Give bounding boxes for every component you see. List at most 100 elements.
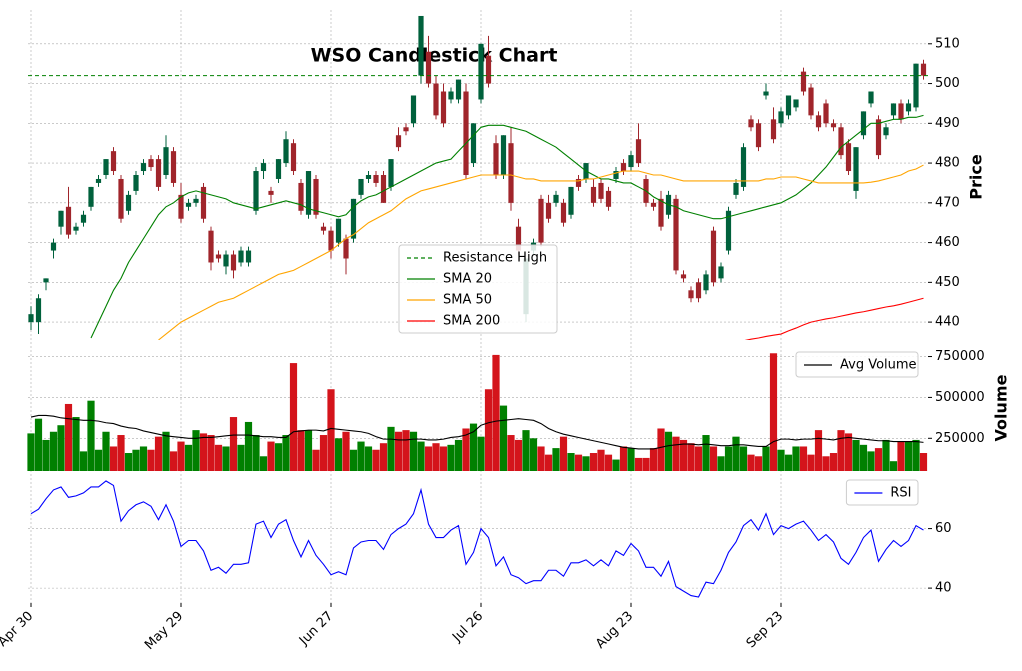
candle-body (253, 171, 259, 211)
volume-bar (402, 430, 410, 471)
y-tick-label: 250000 (935, 431, 985, 446)
x-tick-label: Jun 27 (296, 609, 336, 649)
y-axis-label: Volume (992, 374, 1011, 441)
candle-body (538, 198, 544, 243)
candle-body (568, 186, 574, 215)
y-tick-label: 470 (935, 195, 960, 210)
candle-body (815, 115, 822, 128)
legend: RSI (845, 479, 919, 506)
volume-bar (897, 441, 905, 471)
volume-bar (874, 448, 883, 471)
volume-bar (687, 443, 695, 471)
candle-body (703, 274, 709, 291)
candle-body (808, 87, 814, 116)
volume-bar (64, 403, 73, 471)
candle-body (770, 119, 777, 140)
legend: Avg Volume (795, 351, 919, 378)
candle-body (320, 226, 327, 231)
candle-body (28, 314, 34, 323)
volume-bar (702, 435, 710, 471)
volume-bar (837, 430, 845, 471)
candle-body (913, 63, 919, 108)
volume-bar (394, 431, 403, 471)
volume-bar (822, 456, 830, 471)
legend-label: Avg Volume (840, 358, 917, 373)
candle-body (133, 175, 139, 191)
candle-body (853, 147, 859, 191)
candle-body (245, 250, 252, 263)
volume-bar (574, 454, 583, 471)
candle-body (688, 290, 694, 299)
volume-bar (769, 353, 778, 471)
candle-body (343, 238, 349, 259)
volume-bar (357, 441, 365, 471)
volume-bar (829, 453, 838, 471)
candle-body (170, 151, 177, 183)
volume-bar (537, 446, 545, 471)
y-tick-label: 460 (935, 235, 960, 250)
volume-bar (117, 435, 125, 471)
y-tick-label: 750000 (935, 349, 985, 364)
candle-body (860, 111, 867, 136)
candle-body (898, 103, 904, 120)
volume-bar (439, 446, 448, 471)
volume-bar (379, 443, 388, 471)
volume-bar (657, 428, 665, 471)
candle-body (433, 83, 439, 116)
candle-body (710, 230, 717, 283)
candle-body (823, 103, 829, 124)
volume-bar (514, 439, 523, 471)
volume-bar (529, 438, 538, 471)
volume-bar (859, 444, 868, 471)
volume-bar (229, 417, 238, 471)
legend-label: SMA 50 (443, 293, 492, 308)
candle-body (410, 95, 417, 124)
candle-body (920, 63, 927, 76)
volume-bar (297, 430, 305, 471)
volume-bar (342, 431, 350, 471)
volume-bar (612, 459, 620, 471)
volume-bar (72, 417, 80, 471)
candle-body (88, 186, 94, 207)
candle-body (883, 127, 889, 136)
candle-body (335, 218, 342, 243)
candle-body (838, 127, 844, 156)
candle-body (403, 127, 409, 132)
candle-body (455, 79, 462, 100)
volume-bar (109, 446, 118, 471)
candle-body (425, 51, 432, 84)
candle-body (118, 178, 124, 219)
volume-bar (919, 453, 928, 471)
volume-bar (799, 446, 808, 471)
volume-bar (252, 435, 260, 471)
candle-body (65, 206, 72, 235)
volume-bar (499, 405, 508, 471)
candle-body (590, 186, 597, 203)
plot-area (30, 480, 924, 598)
volume-bar (124, 453, 133, 471)
legend-label: Resistance High (443, 251, 547, 266)
candle-body (605, 190, 612, 207)
candle-body (905, 103, 912, 112)
volume-bar (672, 436, 680, 471)
volume-bar (627, 448, 635, 471)
candle-body (500, 135, 507, 175)
candle-body (155, 159, 162, 187)
volume-bar (559, 436, 568, 471)
candle-body (185, 202, 192, 207)
candle-body (830, 123, 837, 128)
x-tick-label: Apr 30 (0, 609, 36, 650)
volume-bar (792, 446, 800, 471)
y-tick-label: 60 (935, 521, 952, 536)
volume-bar (904, 441, 913, 471)
volume-bar (679, 439, 688, 471)
volume-bar (619, 446, 628, 471)
candle-body (58, 210, 64, 227)
candle-body (50, 242, 57, 251)
candle-body (778, 111, 784, 124)
volume-bar (552, 448, 560, 471)
volume-bar (709, 446, 718, 471)
volume-bar (597, 449, 605, 471)
volume-bar (192, 430, 200, 471)
candle-body (328, 230, 334, 251)
